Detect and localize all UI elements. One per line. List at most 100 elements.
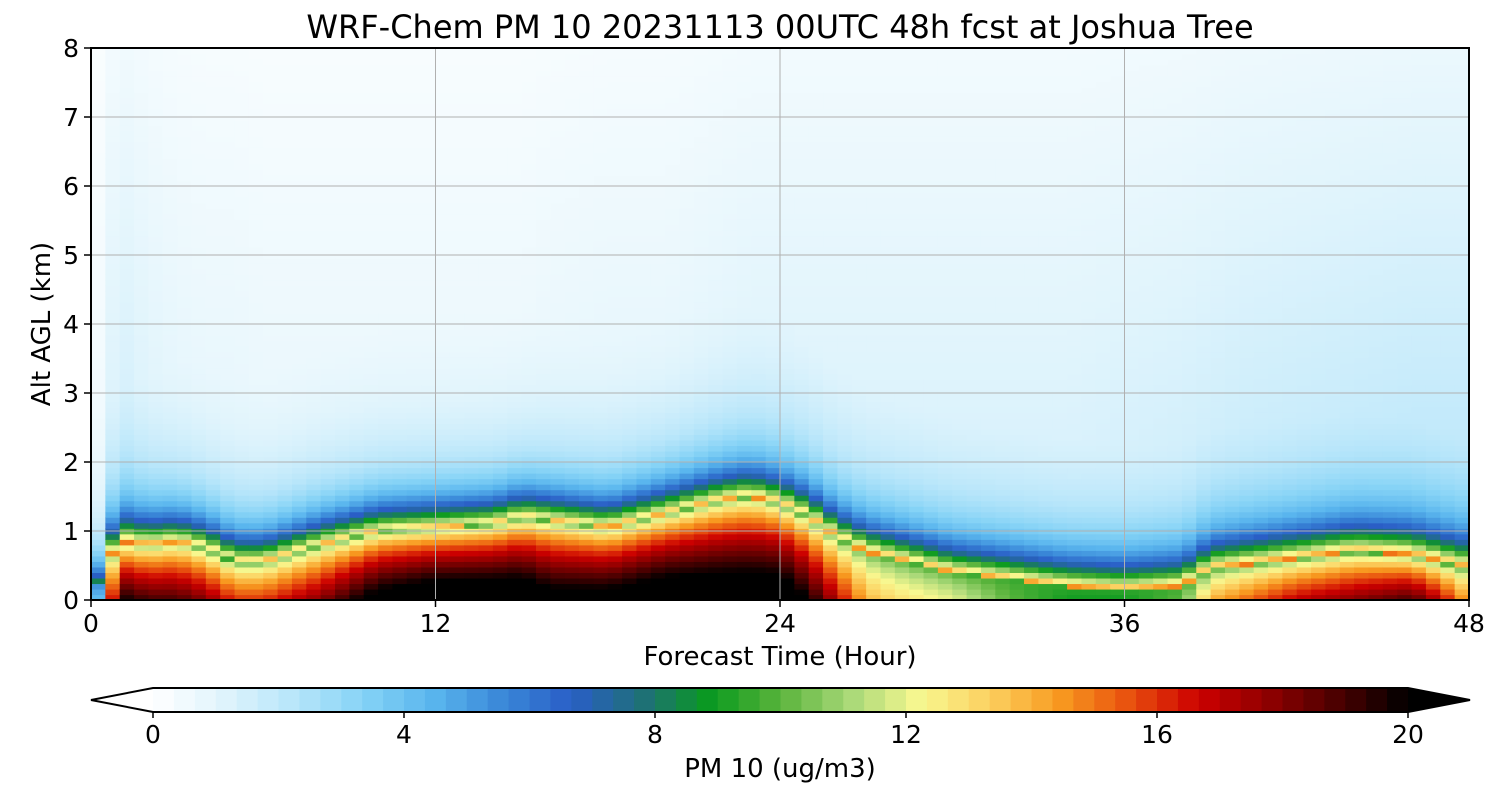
heatmap-cell [650, 373, 666, 380]
heatmap-cell [335, 588, 350, 596]
heatmap-cell [665, 439, 681, 447]
heatmap-cell [91, 506, 106, 513]
heatmap-cell [449, 412, 465, 419]
heatmap-cell [263, 70, 279, 77]
heatmap-cell [507, 152, 523, 159]
heatmap-cell [363, 125, 379, 132]
heatmap-cell [263, 158, 279, 165]
heatmap-cell [191, 268, 207, 275]
heatmap-cell [234, 445, 250, 452]
heatmap-cell [349, 285, 365, 292]
heatmap-cell [378, 235, 394, 242]
heatmap-cell [550, 395, 566, 402]
heatmap-cell [693, 445, 709, 452]
heatmap-cell [277, 125, 293, 132]
heatmap-cell [435, 555, 451, 562]
heatmap-cell [722, 473, 738, 480]
heatmap-cell [220, 517, 236, 524]
heatmap-cell [736, 230, 752, 237]
heatmap-cell [134, 263, 150, 270]
heatmap-cell [263, 103, 279, 110]
heatmap-cell [794, 550, 810, 557]
heatmap-cell [535, 152, 551, 159]
heatmap-cell [277, 81, 293, 88]
heatmap-cell [736, 312, 752, 320]
heatmap-cell [191, 324, 207, 331]
heatmap-cell [435, 577, 451, 585]
heatmap-cell [435, 197, 451, 204]
heatmap-cell [607, 186, 623, 193]
heatmap-cell [349, 428, 365, 435]
heatmap-cell [579, 340, 594, 347]
heatmap-cell [406, 511, 422, 518]
heatmap-cell [191, 555, 207, 562]
heatmap-cell [636, 70, 652, 77]
heatmap-cell [191, 97, 207, 104]
heatmap-cell [564, 75, 580, 82]
heatmap-cell [363, 202, 379, 209]
heatmap-cell [205, 335, 221, 342]
heatmap-cell [593, 202, 609, 209]
heatmap-cell [708, 544, 724, 551]
heatmap-cell [177, 296, 193, 303]
heatmap-cell [177, 462, 193, 469]
heatmap-cell [234, 312, 250, 320]
heatmap-cell [564, 169, 580, 176]
heatmap-cell [320, 439, 336, 447]
heatmap-cell [464, 257, 480, 264]
heatmap-cell [234, 533, 250, 540]
heatmap-cell [177, 473, 193, 480]
heatmap-cell [607, 406, 623, 413]
heatmap-cell [349, 263, 365, 270]
heatmap-cell [478, 445, 494, 452]
heatmap-cell [593, 335, 609, 342]
heatmap-cell [636, 53, 652, 60]
heatmap-cell [579, 533, 594, 540]
heatmap-cell [679, 318, 695, 325]
heatmap-cell [277, 379, 293, 386]
heatmap-cell [320, 197, 336, 204]
heatmap-cell [148, 583, 164, 590]
heatmap-cell [320, 70, 336, 77]
heatmap-cell [378, 290, 394, 297]
heatmap-cell [751, 130, 767, 137]
heatmap-cell [736, 572, 752, 579]
heatmap-cell [363, 81, 379, 88]
heatmap-cell [435, 64, 451, 71]
heatmap-cell [363, 401, 379, 408]
heatmap-cell [306, 141, 322, 148]
heatmap-cell [291, 594, 307, 600]
heatmap-cell [780, 163, 795, 171]
heatmap-cell [593, 357, 609, 364]
heatmap-cell [722, 329, 738, 336]
heatmap-cell [406, 566, 422, 573]
heatmap-cell [665, 428, 681, 435]
heatmap-cell [205, 478, 221, 485]
heatmap-cell [765, 450, 781, 458]
heatmap-cell [119, 489, 135, 496]
heatmap-cell [765, 572, 781, 579]
heatmap-cell [435, 158, 451, 165]
heatmap-cell [392, 594, 408, 600]
heatmap-cell [579, 48, 594, 55]
heatmap-cell [435, 401, 451, 408]
heatmap-cell [722, 301, 738, 309]
heatmap-cell [722, 572, 738, 579]
heatmap-cell [521, 544, 537, 551]
heatmap-cell [521, 152, 537, 159]
heatmap-cell [794, 511, 810, 518]
heatmap-cell [105, 158, 121, 165]
heatmap-cell [464, 467, 480, 474]
heatmap-cell [464, 583, 480, 590]
heatmap-cell [492, 434, 508, 441]
heatmap-cell [205, 163, 221, 171]
heatmap-cell [564, 241, 580, 248]
heatmap-cell [736, 329, 752, 336]
heatmap-cell [119, 230, 135, 237]
heatmap-cell [650, 406, 666, 413]
heatmap-cell [679, 357, 695, 364]
heatmap-cell [765, 522, 781, 529]
heatmap-cell [564, 555, 580, 562]
heatmap-cell [478, 522, 494, 529]
heatmap-cell [550, 329, 566, 336]
